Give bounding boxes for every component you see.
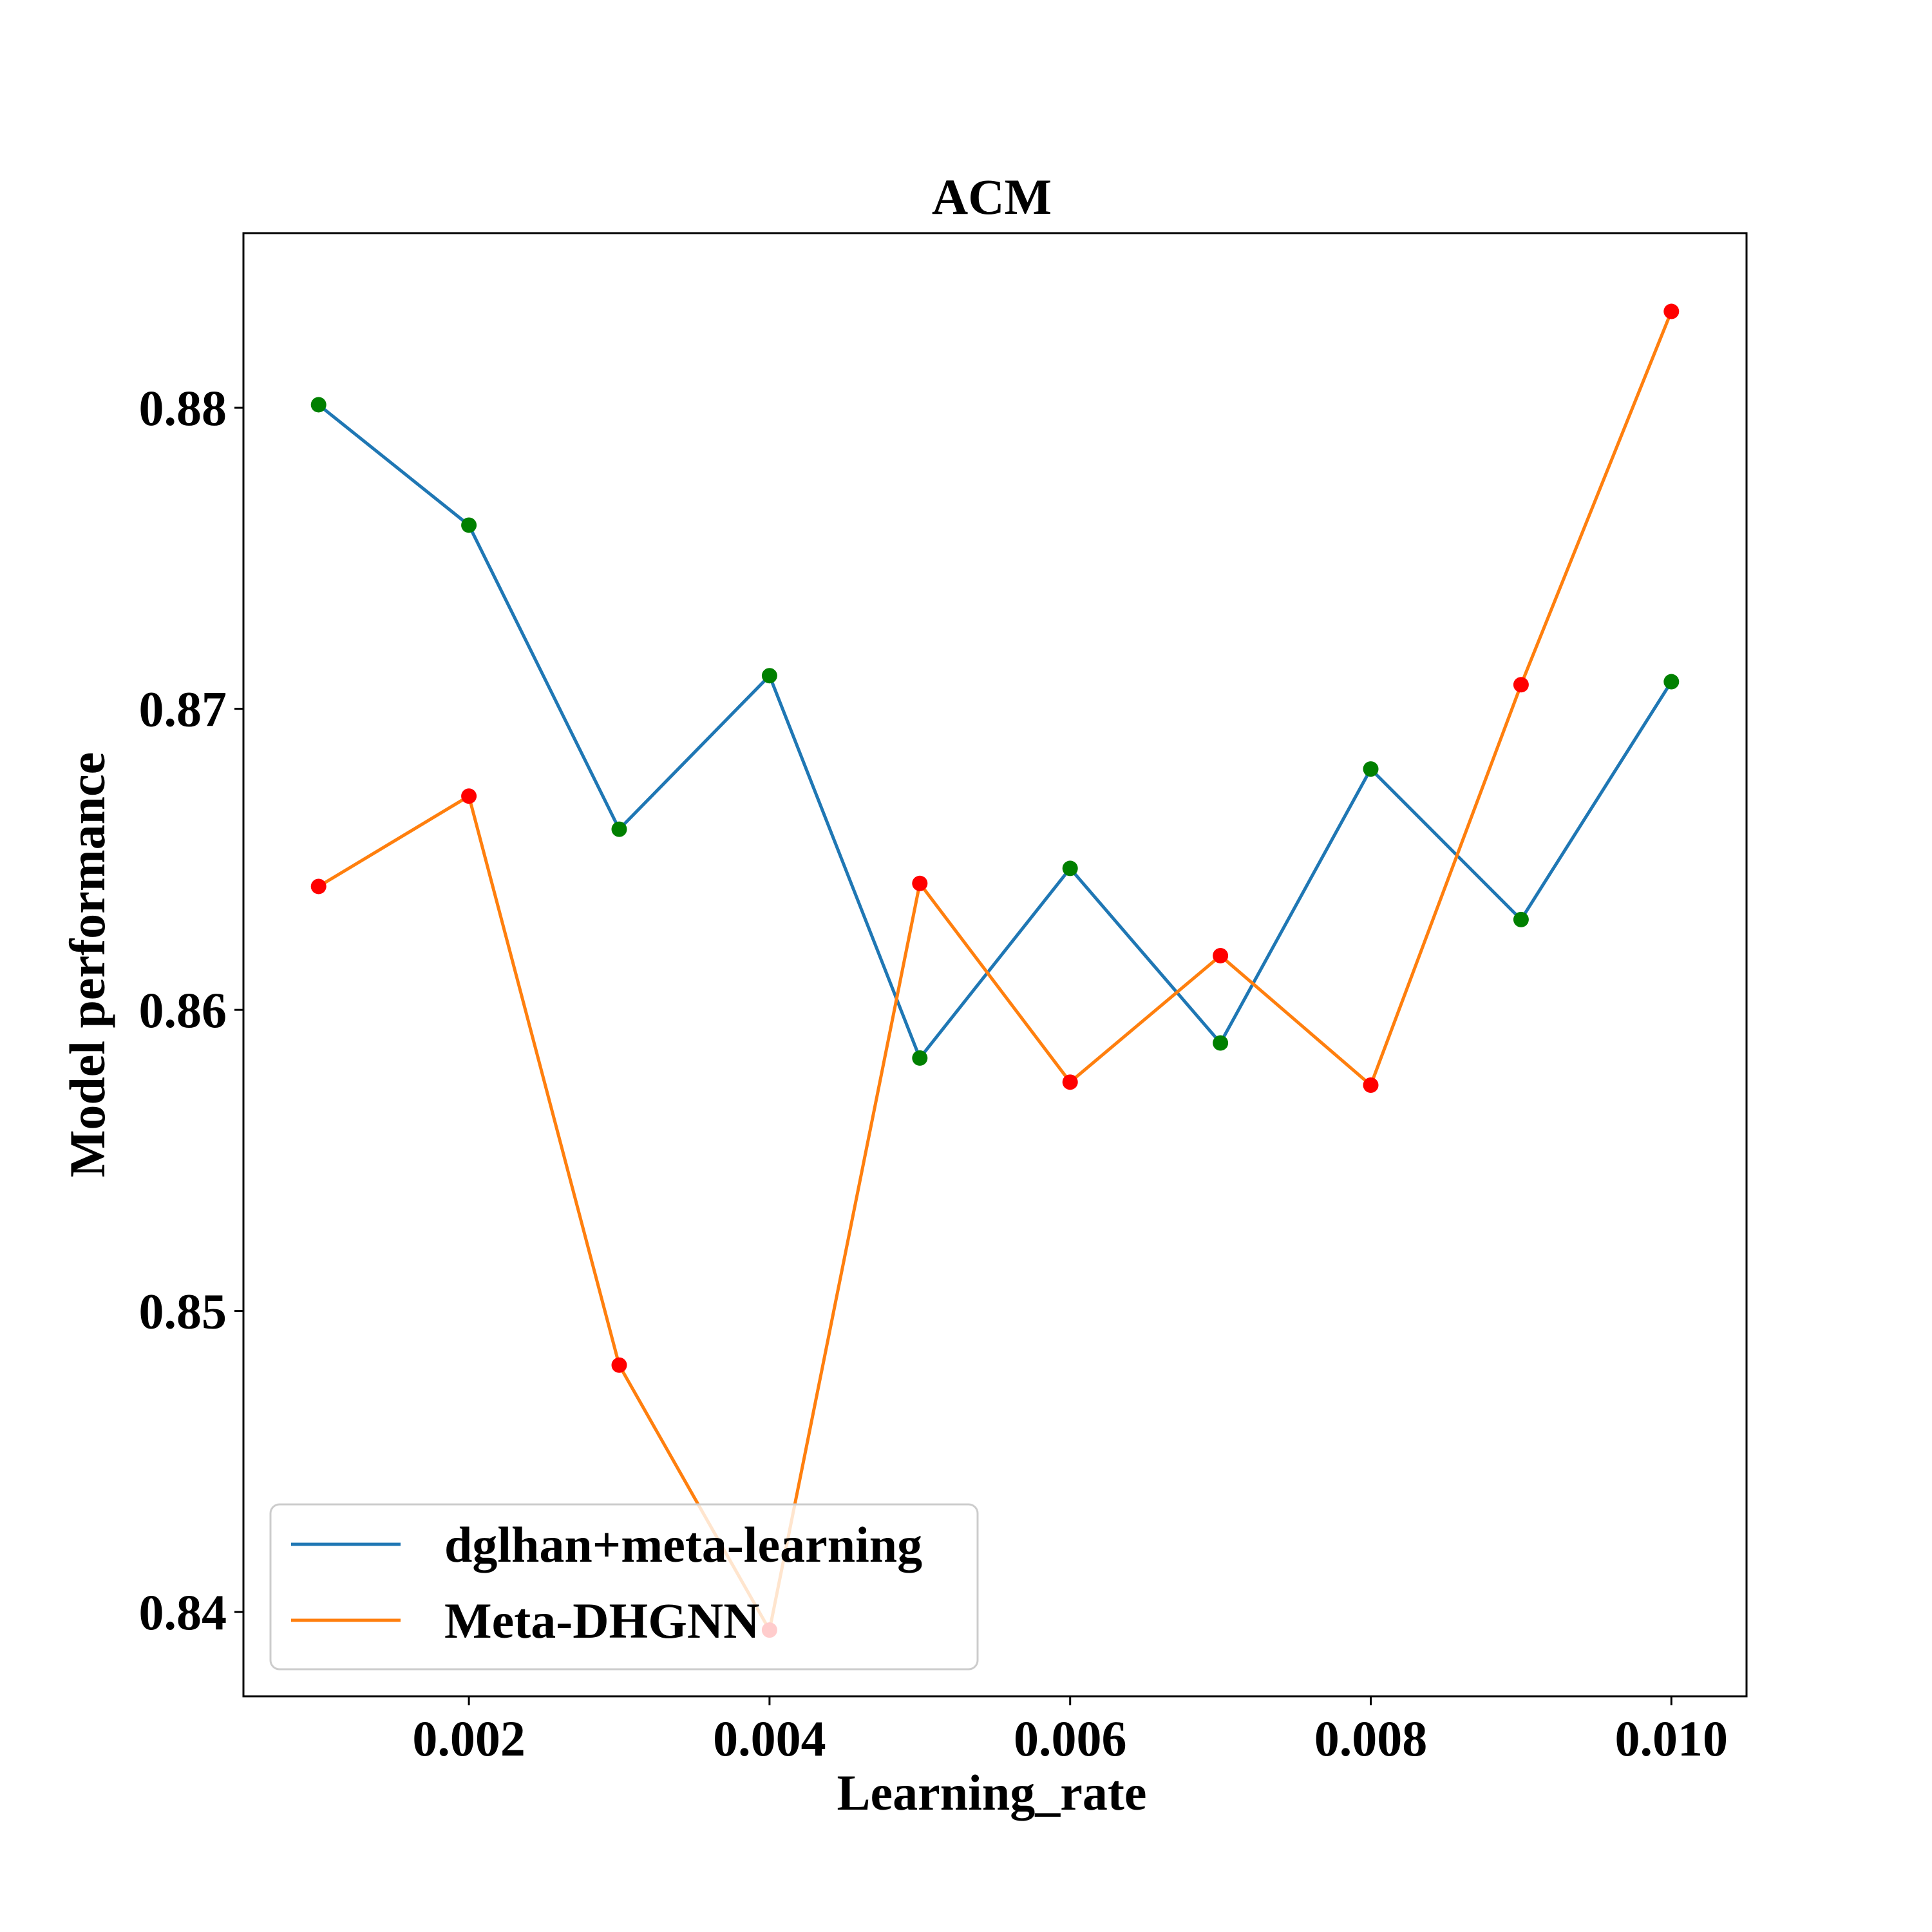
series-1-point-5 bbox=[1062, 1074, 1078, 1090]
series-1-point-7 bbox=[1363, 1077, 1379, 1093]
x-axis-title: Learning_rate bbox=[837, 1765, 1147, 1821]
y-axis-title: Model performance bbox=[59, 752, 115, 1178]
plot-frame bbox=[242, 232, 1748, 1698]
series-1-point-8 bbox=[1513, 677, 1529, 693]
x-tick-label-1: 0.004 bbox=[713, 1710, 826, 1766]
x-tick-label-0: 0.002 bbox=[412, 1710, 526, 1766]
series-layer bbox=[310, 303, 1680, 1638]
y-tick-label-2: 0.86 bbox=[139, 982, 227, 1038]
series-0-point-5 bbox=[1062, 860, 1078, 876]
y-tick-label-3: 0.87 bbox=[139, 681, 227, 737]
y-tick-label-0: 0.84 bbox=[139, 1584, 227, 1640]
series-0-point-3 bbox=[761, 668, 777, 684]
y-tick-label-1: 0.85 bbox=[139, 1283, 227, 1340]
series-line-1 bbox=[317, 310, 1673, 1632]
chart-title: ACM bbox=[932, 169, 1052, 225]
series-0-point-6 bbox=[1213, 1035, 1229, 1051]
series-0-point-2 bbox=[611, 821, 627, 837]
series-0-point-9 bbox=[1663, 674, 1680, 690]
series-0-point-0 bbox=[310, 397, 327, 413]
series-0-point-7 bbox=[1363, 761, 1379, 777]
x-tick-label-4: 0.010 bbox=[1615, 1710, 1728, 1766]
legend: dglhan+meta-learning Meta-DHGNN bbox=[269, 1503, 979, 1671]
y-axis: 0.84 0.85 0.86 0.87 0.88 bbox=[139, 380, 243, 1640]
x-tick-label-2: 0.006 bbox=[1014, 1710, 1127, 1766]
series-line-0 bbox=[317, 403, 1673, 1060]
y-tick-label-4: 0.88 bbox=[139, 380, 227, 436]
legend-label-1: Meta-DHGNN bbox=[444, 1593, 760, 1649]
series-1-point-0 bbox=[310, 878, 327, 895]
x-tick-label-3: 0.008 bbox=[1314, 1710, 1428, 1766]
series-1-point-1 bbox=[461, 788, 477, 804]
series-0-point-4 bbox=[912, 1050, 928, 1066]
series-1-point-4 bbox=[912, 875, 928, 891]
series-1-point-9 bbox=[1663, 303, 1680, 319]
x-axis: 0.002 0.004 0.006 0.008 0.010 bbox=[412, 1696, 1728, 1766]
series-0-point-1 bbox=[461, 517, 477, 533]
series-0-point-8 bbox=[1513, 911, 1529, 927]
legend-box bbox=[269, 1503, 979, 1671]
legend-label-0: dglhan+meta-learning bbox=[444, 1517, 922, 1573]
series-1-point-6 bbox=[1213, 947, 1229, 963]
series-1-point-2 bbox=[611, 1357, 627, 1373]
